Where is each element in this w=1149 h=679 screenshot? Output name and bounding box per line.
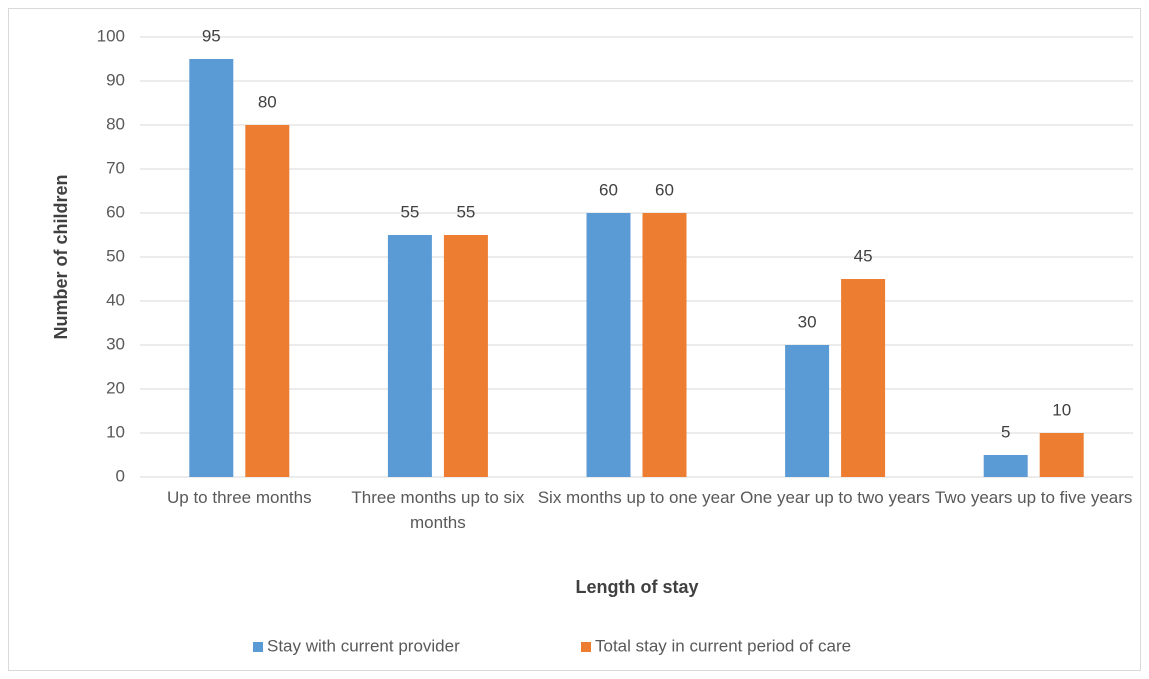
bar xyxy=(387,235,432,477)
x-tick-label: Six months up to one year xyxy=(537,488,736,507)
data-label: 55 xyxy=(400,202,419,221)
bar xyxy=(586,213,631,477)
y-tick-label: 60 xyxy=(106,202,125,221)
bar xyxy=(785,345,830,477)
y-tick-label: 10 xyxy=(106,422,125,441)
bar xyxy=(189,59,234,477)
y-axis-title: Number of children xyxy=(51,174,71,339)
bar xyxy=(642,213,687,477)
x-axis-title: Length of stay xyxy=(575,577,698,597)
x-tick-label-box: Six months up to one year xyxy=(537,488,736,507)
y-tick-label: 20 xyxy=(106,378,125,397)
legend-label: Stay with current provider xyxy=(267,636,460,655)
legend-swatch xyxy=(253,642,263,652)
y-tick-label: 80 xyxy=(106,114,125,133)
x-tick-label-box: Up to three months xyxy=(167,488,312,507)
x-tick-label-box: One year up to two years xyxy=(740,488,931,507)
bar xyxy=(1039,433,1084,477)
y-tick-label: 100 xyxy=(97,26,125,45)
y-tick-label: 40 xyxy=(106,290,125,309)
data-label: 55 xyxy=(456,202,475,221)
bar xyxy=(841,279,886,477)
x-tick-label-box: Two years up to five years xyxy=(934,488,1133,507)
data-label: 10 xyxy=(1052,400,1071,419)
legend-label: Total stay in current period of care xyxy=(595,636,851,655)
y-tick-label: 30 xyxy=(106,334,125,353)
bar xyxy=(245,125,290,477)
legend-swatch xyxy=(581,642,591,652)
x-tick-label: One year up to two years xyxy=(740,488,931,507)
data-label: 5 xyxy=(1001,422,1010,441)
data-label: 60 xyxy=(599,180,618,199)
bar xyxy=(983,455,1028,477)
chart-frame xyxy=(8,8,1141,671)
x-tick-label: Three months up to six months xyxy=(351,488,525,532)
data-label: 30 xyxy=(798,312,817,331)
y-tick-label: 50 xyxy=(106,246,125,265)
x-tick-label-box: Three months up to six months xyxy=(351,488,525,532)
bar xyxy=(443,235,488,477)
data-label: 95 xyxy=(202,26,221,45)
y-tick-label: 70 xyxy=(106,158,125,177)
data-label: 45 xyxy=(854,246,873,265)
x-tick-label: Two years up to five years xyxy=(934,488,1133,507)
data-label: 60 xyxy=(655,180,674,199)
y-tick-label: 0 xyxy=(116,466,125,485)
y-tick-label: 90 xyxy=(106,70,125,89)
data-label: 80 xyxy=(258,92,277,111)
x-tick-label: Up to three months xyxy=(167,488,312,507)
